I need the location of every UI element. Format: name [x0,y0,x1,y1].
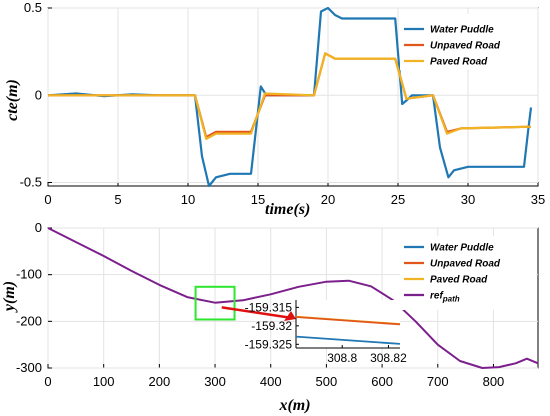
top-x-tick-label: 5 [114,192,121,207]
zoom-region-box [194,285,236,321]
top-x-tick-label: 30 [461,192,475,207]
top-legend: Water Puddle Unpaved Road Paved Road [400,14,536,70]
series-line-paved-road [48,52,532,140]
top-x-tick-label: 35 [531,192,545,207]
legend-label-unpaved-road: Unpaved Road [430,41,501,52]
legend-label-water-puddle: Water Puddle [430,25,494,36]
inset-x-tick-label: 308.82 [370,351,407,365]
top-x-tick-label: 10 [181,192,195,207]
top-y-tick-label: -0.5 [20,175,42,190]
inset-line-water-puddle [295,335,401,345]
inset-line-unpaved-road [295,316,401,326]
inset-y-tick-label: -159.325 [245,337,293,351]
zoom-arrow [221,306,293,320]
top-x-tick-label: 0 [44,192,51,207]
bottom-tick-labels: 0 100 200 300 400 500 600 700 800 0 -100 -200 -300 [16,220,504,389]
top-tick-labels: 0 5 10 15 20 25 30 35-0.500.5 [20,0,546,207]
inset-y-tick-label: -159.32 [251,319,292,333]
bottom-y-tick-label: -100 [16,267,42,282]
top-y-tick-label: 0.5 [24,0,42,15]
bottom-x-tick-label: 100 [93,374,115,389]
bottom-legend-label-water-puddle: Water Puddle [430,243,494,254]
legend-subscript: path [442,295,460,304]
top-x-tick-label: 15 [251,192,265,207]
bottom-legend-box [400,236,536,310]
bottom-x-tick-label: 600 [371,374,393,389]
top-y-tick-label: 0 [35,87,42,102]
bottom-y-tick-label: 0 [35,220,42,235]
bottom-x-tick-label: 0 [44,374,51,389]
bottom-y-tick-label: -300 [16,360,42,375]
legend-label-paved-road: Paved Road [430,57,488,68]
inset-plot: -159.315 -159.32 -159.325 308.8 308.82 [245,300,407,365]
top-x-axis-label: time(s) [265,201,310,218]
bottom-legend-label-ref: refpath [430,291,460,304]
inset-x-tick-label: 308.8 [327,351,357,365]
bottom-x-tick-label: 800 [483,374,505,389]
zoom-arrow-head [284,311,296,321]
bottom-legend-label-unpaved-road: Unpaved Road [430,259,501,270]
bottom-x-tick-label: 200 [149,374,171,389]
bottom-x-tick-label: 500 [316,374,338,389]
trajectory-plot: 0 100 200 300 400 500 600 700 800 0 -100 -200 -300 x… [1,220,539,414]
bottom-legend-label-paved-road: Paved Road [430,275,488,286]
bottom-legend: Water Puddle Unpaved Road Paved Road refpat… [400,236,536,310]
series-line-water-puddle [47,6,533,188]
top-x-tick-label: 20 [321,192,335,207]
top-y-axis-label: cte(m) [4,79,21,121]
bottom-x-axis-label: x(m) [278,397,310,414]
series-line-ref-path [47,227,539,369]
inset-y-tick-label: -159.315 [245,300,293,314]
bottom-x-tick-label: 700 [427,374,449,389]
bottom-y-axis-label: y(m) [1,281,18,313]
bottom-series-group [47,227,539,369]
top-series-group [47,6,533,188]
bottom-x-tick-label: 300 [204,374,226,389]
cte-plot: 0 5 10 15 20 25 30 35-0.500.5 time(s) cte(m) Wa… [4,0,545,218]
bottom-y-tick-label: -200 [16,313,42,328]
bottom-x-tick-label: 400 [260,374,282,389]
top-x-tick-label: 25 [391,192,405,207]
zoom-annotation [194,285,296,321]
